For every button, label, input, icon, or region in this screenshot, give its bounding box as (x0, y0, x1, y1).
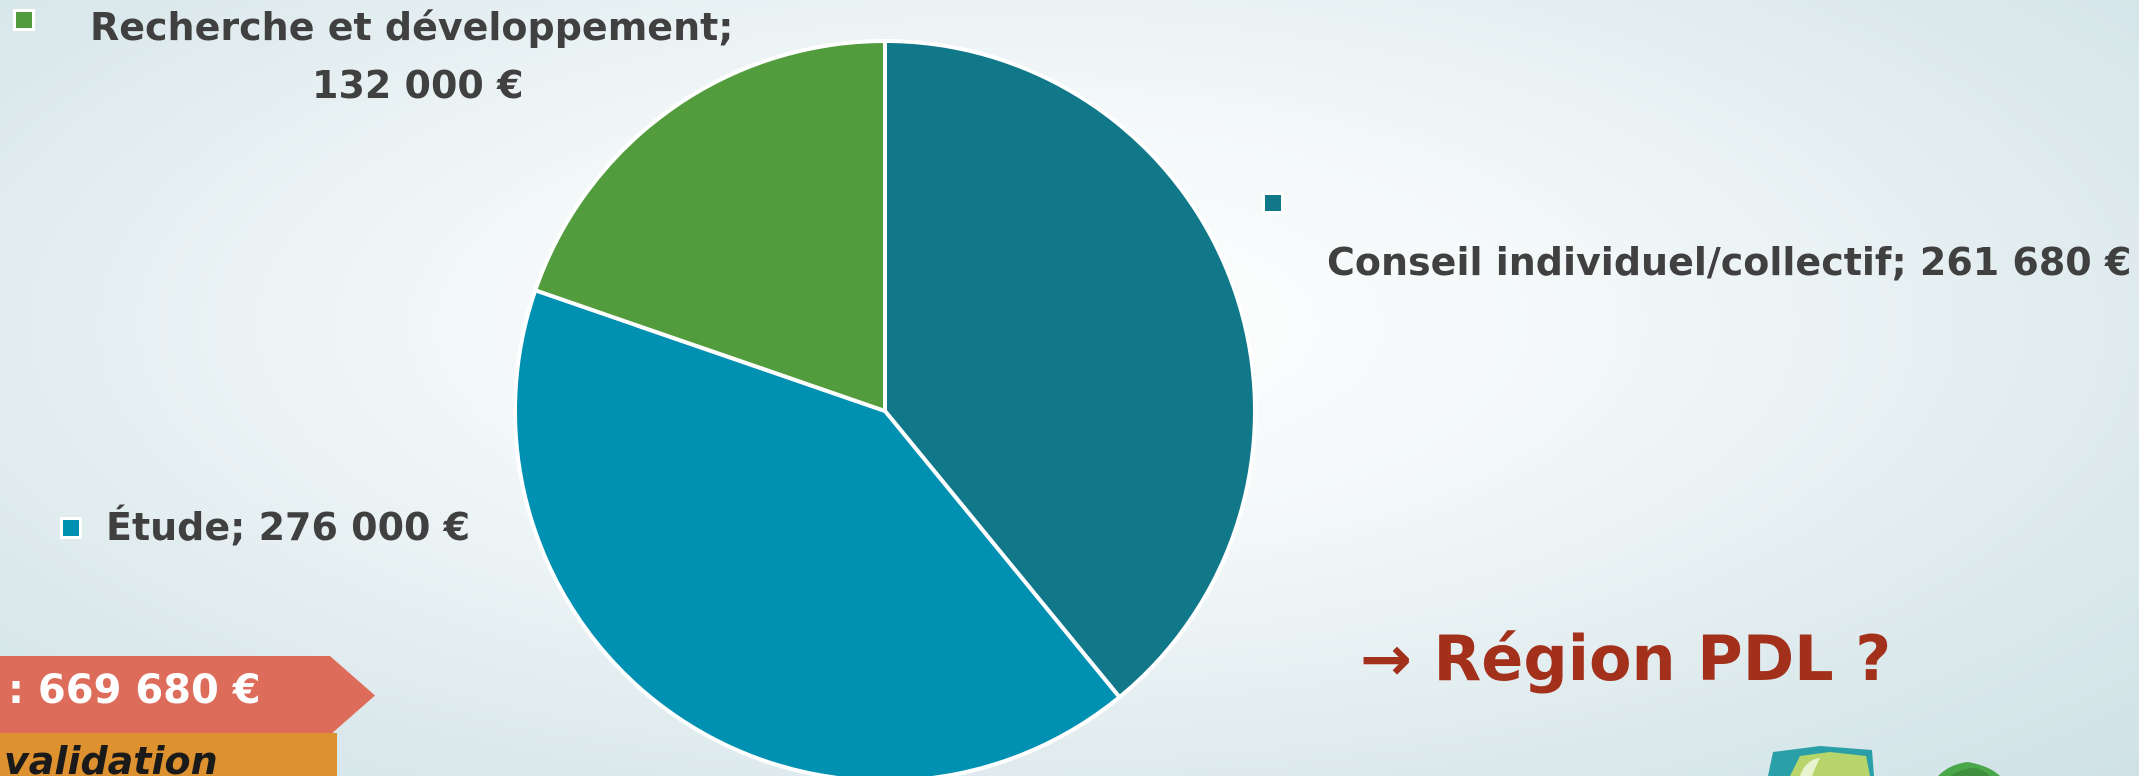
legend-swatch-rd (13, 9, 35, 31)
label-rd-name: Recherche et développement; (90, 5, 734, 49)
pie-slice-recherche-et-developpement (533, 39, 887, 413)
validation-badge: validation (0, 733, 337, 776)
total-badge-text: : 669 680 € (8, 667, 261, 713)
pie-slices (513, 39, 1257, 776)
legend-swatch-etude (60, 517, 82, 539)
pie-slice-etude (513, 288, 1122, 776)
region-question: → Région PDL ? (1360, 622, 1892, 695)
label-etude: Étude; 276 000 € (106, 505, 471, 549)
legend-swatch-conseil (1262, 192, 1284, 214)
validation-badge-text: validation (4, 739, 218, 776)
total-badge: : 669 680 € (0, 656, 375, 735)
label-rd-value: 132 000 € (312, 63, 524, 107)
label-conseil: Conseil individuel/collectif; 261 680 € (1327, 240, 2132, 284)
logo-graphic (1768, 746, 2000, 776)
pie-slice-conseil-individuel-collectif (883, 39, 1257, 700)
